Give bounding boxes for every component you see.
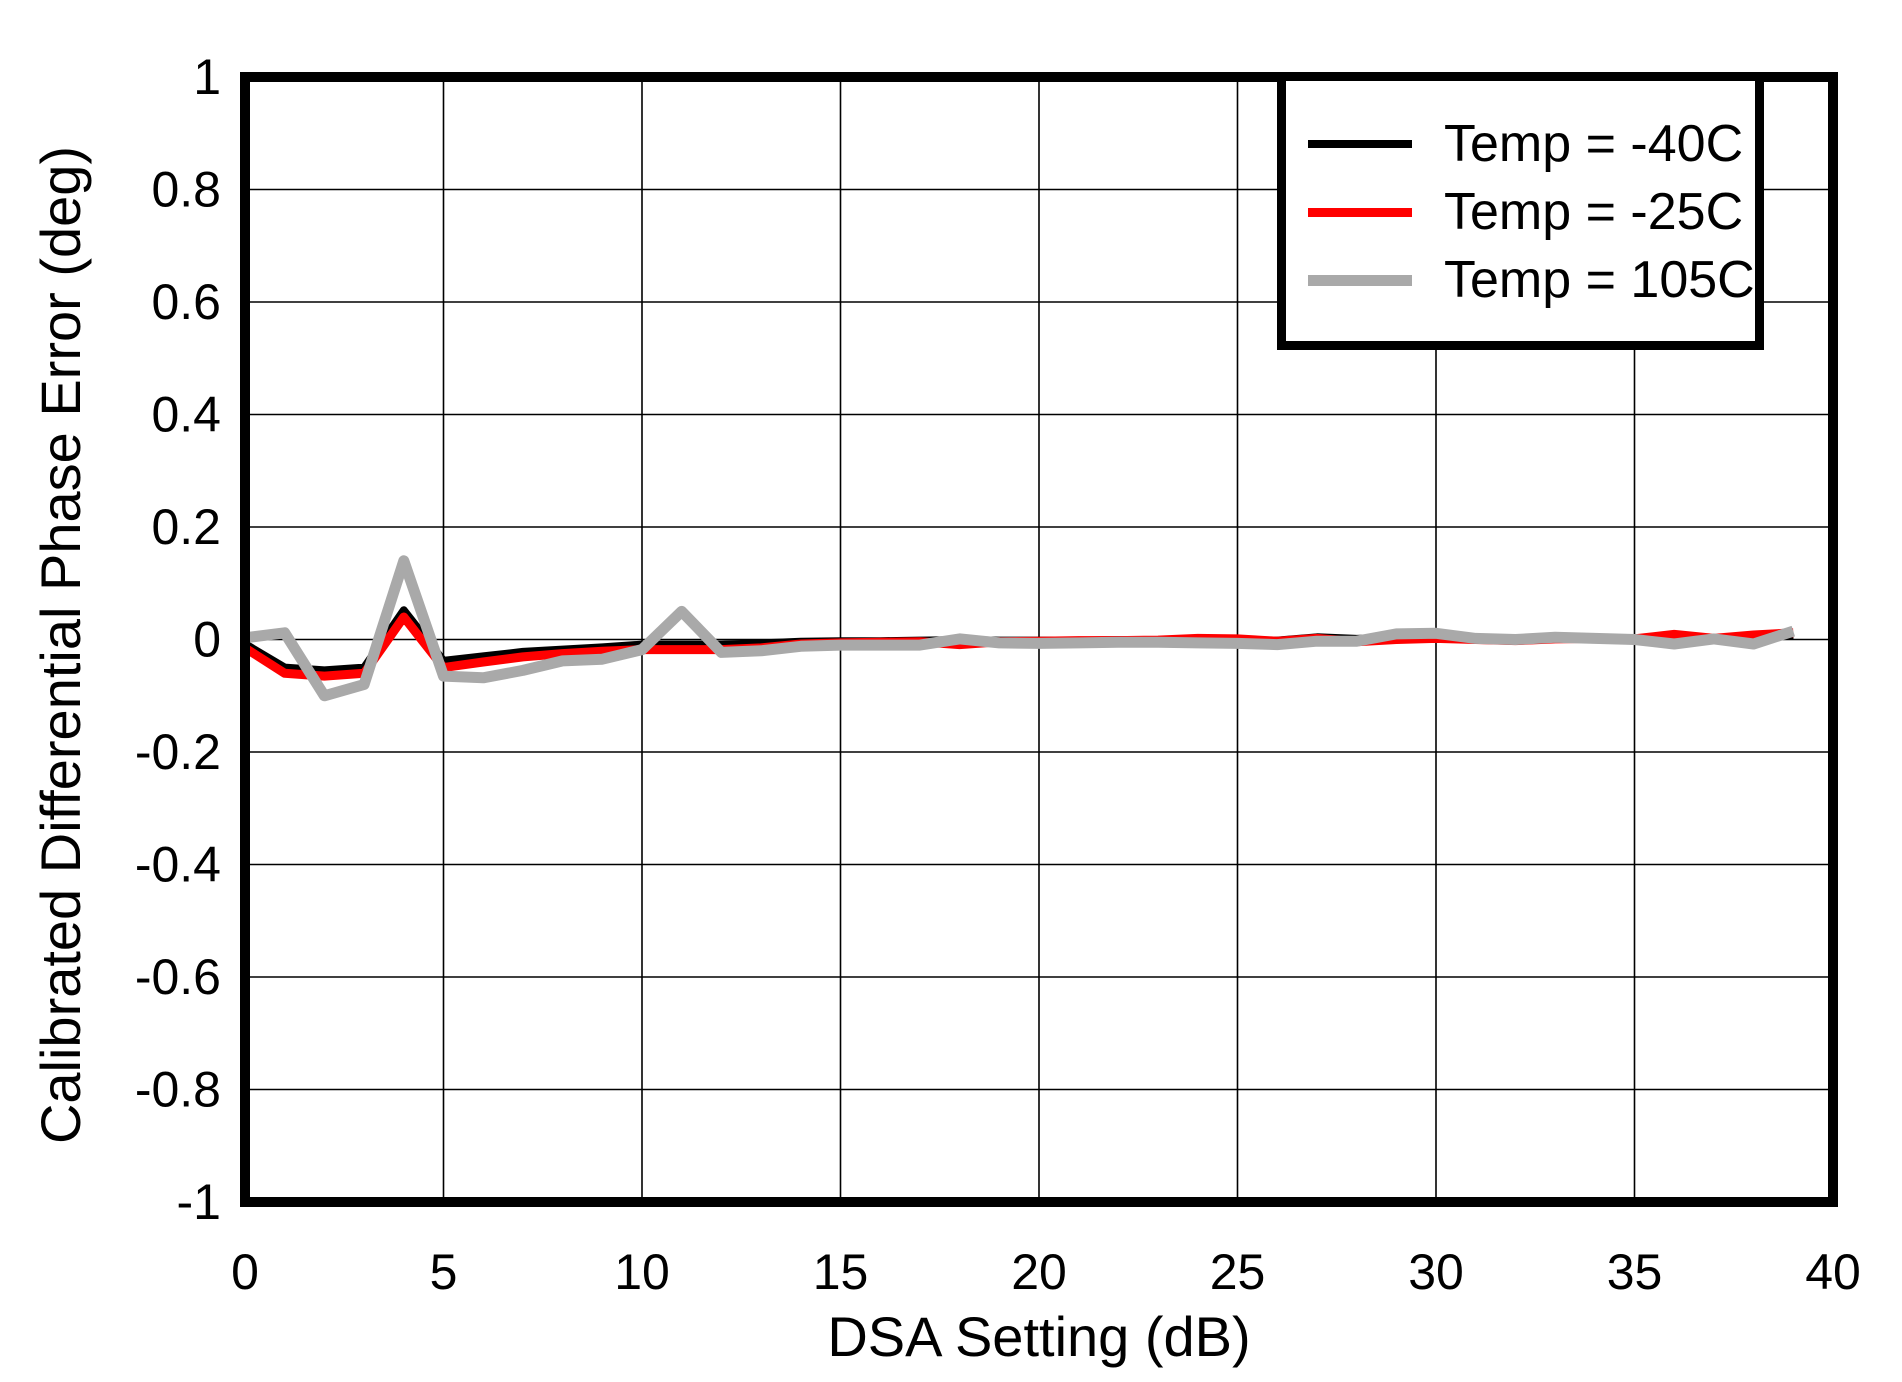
x-tick-label: 5	[430, 1244, 458, 1300]
x-tick-label: 35	[1607, 1244, 1663, 1300]
x-tick-label: 20	[1011, 1244, 1067, 1300]
x-tick-label: 10	[614, 1244, 670, 1300]
y-tick-label: 0.2	[151, 499, 221, 555]
plot-frame	[240, 72, 1838, 1207]
tick-labels: 0 5 10 15 20 25 30 35 40 1 0.8 0.6 0.4 0.2 0 -0.2 -0.4 -0…	[135, 49, 1861, 1300]
x-tick-label: 0	[231, 1244, 259, 1300]
y-tick-label: -0.4	[135, 837, 221, 893]
y-tick-label: -0.2	[135, 724, 221, 780]
legend-item: Temp = 105C	[1286, 246, 1755, 314]
y-tick-label: 1	[193, 49, 221, 105]
legend-label: Temp = -25C	[1444, 183, 1744, 241]
y-tick-label: -0.6	[135, 949, 221, 1005]
y-tick-label: 0.6	[151, 274, 221, 330]
legend-line-swatch	[1308, 207, 1412, 217]
x-tick-label: 25	[1210, 1244, 1266, 1300]
y-axis-title: Calibrated Differential Phase Error (deg…	[29, 146, 92, 1144]
legend-item: Temp = -40C	[1286, 110, 1755, 178]
y-tick-label: 0.8	[151, 162, 221, 218]
x-tick-label: 30	[1408, 1244, 1464, 1300]
x-tick-label: 40	[1805, 1244, 1861, 1300]
legend-label: Temp = -40C	[1444, 115, 1744, 173]
legend-line-swatch	[1308, 140, 1412, 148]
legend-line-swatch	[1308, 274, 1412, 286]
legend: Temp = -40C Temp = -25C Temp = 105C	[1277, 72, 1764, 350]
legend-label: Temp = 105C	[1444, 251, 1755, 309]
x-axis-title: DSA Setting (dB)	[827, 1305, 1250, 1368]
y-tick-label: 0	[193, 612, 221, 668]
data-series	[242, 555, 1795, 702]
legend-item: Temp = -25C	[1286, 178, 1755, 246]
y-tick-label: -0.8	[135, 1062, 221, 1118]
series-line	[244, 555, 1795, 702]
y-tick-label: -1	[177, 1174, 221, 1230]
gridlines	[244, 76, 1834, 1203]
y-tick-label: 0.4	[151, 387, 221, 443]
x-tick-label: 15	[813, 1244, 869, 1300]
